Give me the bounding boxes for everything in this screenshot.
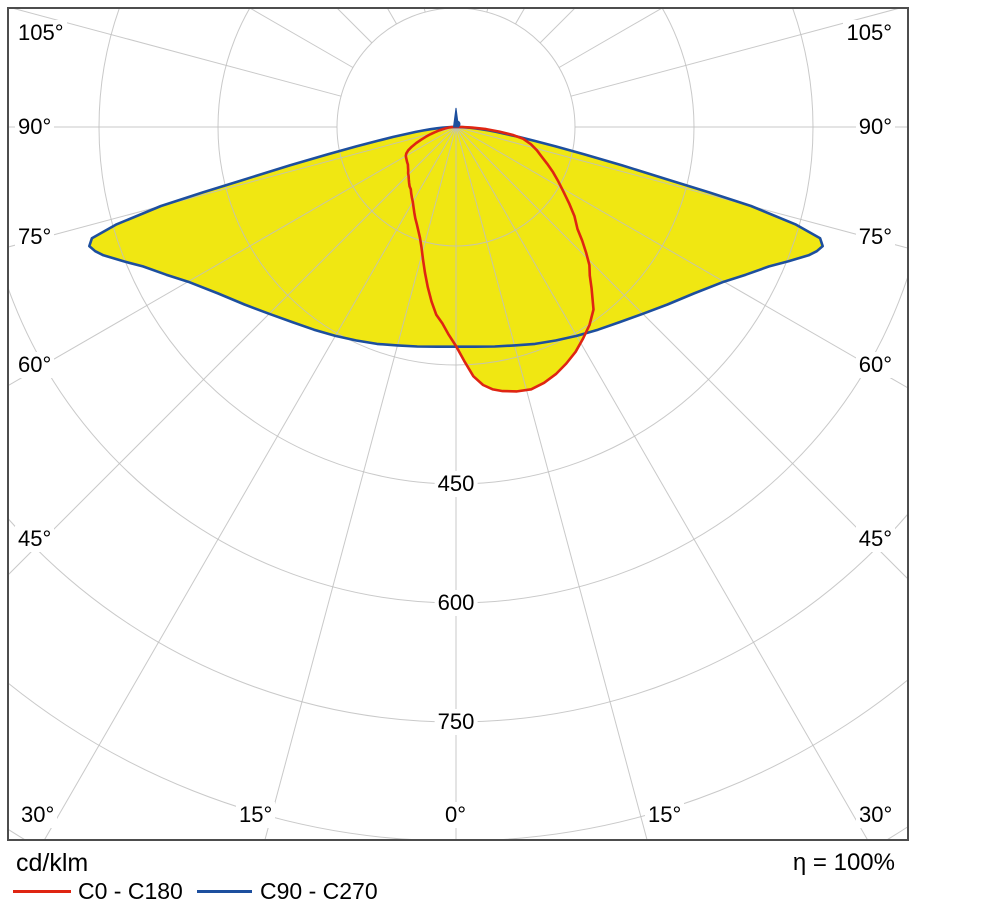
efficiency-label: η = 100% bbox=[792, 849, 895, 876]
legend-label-c90-c270: C90 - C270 bbox=[260, 878, 378, 904]
legend-line-c90-c270 bbox=[197, 890, 252, 893]
angle-label-left-45: 45° bbox=[15, 526, 55, 552]
angle-label-bottom-15-right: 15° bbox=[645, 802, 685, 828]
angle-label-right-105: 105° bbox=[843, 20, 895, 46]
angle-label-right-75: 75° bbox=[855, 224, 895, 250]
angle-label-bottom-30-left: 30° bbox=[18, 802, 58, 828]
legend-label-c0-c180: C0 - C180 bbox=[78, 878, 183, 904]
angle-label-bottom-15-left: 15° bbox=[236, 802, 276, 828]
legend-line-c0-c180 bbox=[13, 890, 71, 893]
ring-label-750: 750 bbox=[434, 709, 478, 735]
angle-label-left-60: 60° bbox=[15, 352, 55, 378]
angle-label-right-90: 90° bbox=[855, 114, 895, 140]
angle-label-bottom-30-right: 30° bbox=[856, 802, 896, 828]
angle-label-right-60: 60° bbox=[855, 352, 895, 378]
angle-label-left-105: 105° bbox=[15, 20, 67, 46]
ring-label-600: 600 bbox=[434, 590, 478, 616]
angle-label-left-75: 75° bbox=[15, 224, 55, 250]
legend-unit-label: cd/klm bbox=[16, 849, 89, 877]
angle-label-left-90: 90° bbox=[15, 114, 55, 140]
angle-label-bottom-0: 0° bbox=[442, 802, 470, 828]
ring-label-450: 450 bbox=[434, 471, 478, 497]
angle-label-right-45: 45° bbox=[855, 526, 895, 552]
